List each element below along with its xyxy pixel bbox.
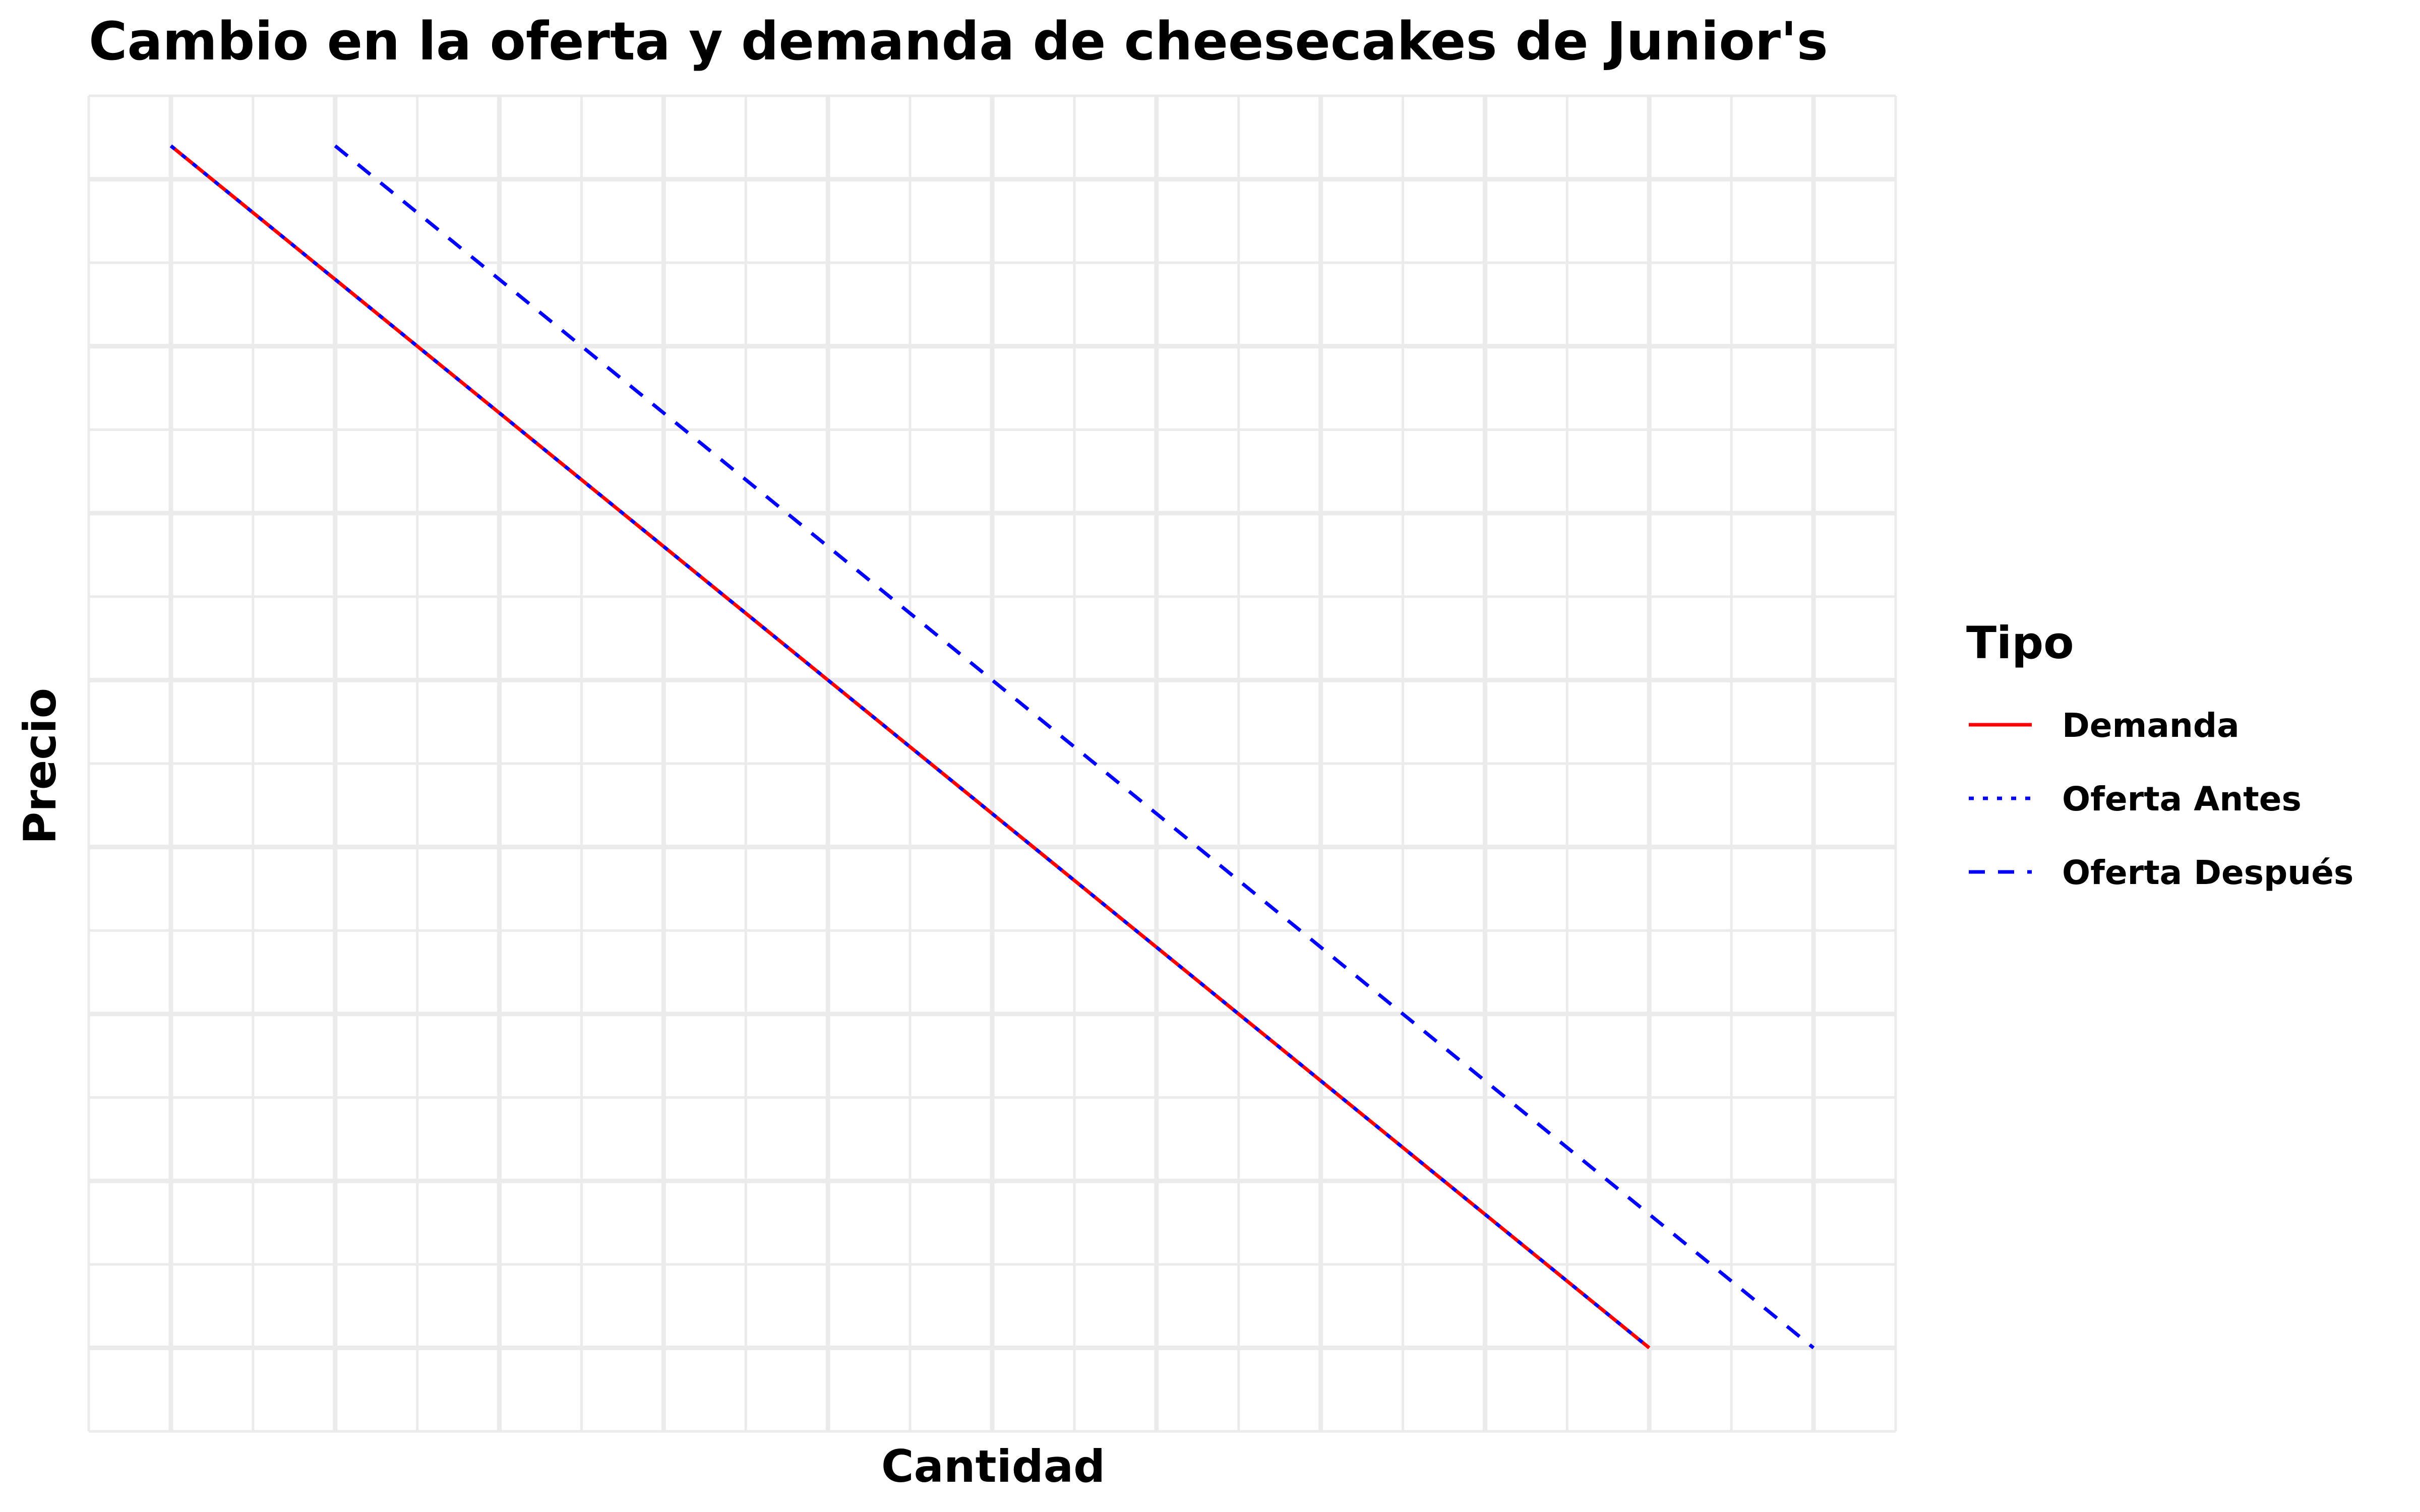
y-axis-label: Precio	[14, 688, 66, 844]
series-line-demanda	[169, 144, 1651, 1350]
legend-title: Tipo	[1966, 617, 2074, 669]
chart-title: Cambio en la oferta y demanda de cheesec…	[89, 11, 1828, 72]
legend-label-demanda: Demanda	[2062, 706, 2240, 745]
legend-label-oferta-antes: Oferta Antes	[2062, 780, 2302, 818]
series-lines	[169, 144, 1815, 1350]
series-line-oferta-despues	[334, 144, 1815, 1350]
legend-label-oferta-despues: Oferta Después	[2062, 853, 2353, 892]
x-axis-label: Cantidad	[881, 1440, 1105, 1492]
legend: Tipo Demanda Oferta Antes Oferta Después	[1966, 617, 2353, 892]
grid	[87, 94, 1897, 1433]
